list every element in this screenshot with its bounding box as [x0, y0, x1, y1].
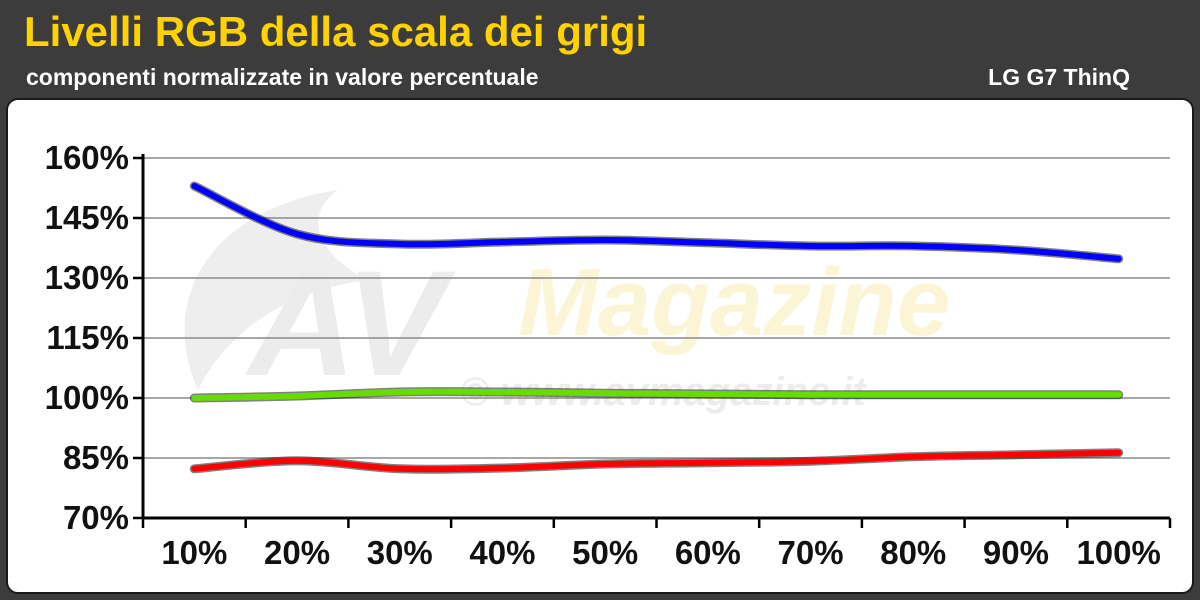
x-tick-label: 10% — [161, 534, 227, 571]
y-tick-label: 70% — [63, 499, 129, 536]
y-axis-labels: 70% 85% 100% 115% 130% 145% 160% — [45, 139, 129, 536]
y-tick-label: 115% — [46, 319, 129, 356]
chart-subtitle: componenti normalizzate in valore percen… — [26, 64, 539, 90]
x-tick-label: 80% — [880, 534, 946, 571]
x-axis-labels: 10% 20% 30% 40% 50% 60% 70% 80% 90% 100% — [161, 534, 1161, 571]
watermark: AV Magazine © www.avmagazine.it — [184, 190, 950, 414]
plot-panel: AV Magazine © www.avmagazine.it 70% 85% 10… — [6, 98, 1194, 594]
line-chart: AV Magazine © www.avmagazine.it 70% 85% 10… — [45, 139, 1172, 571]
blue-series-line — [191, 183, 1122, 262]
y-tick-label: 85% — [63, 439, 129, 476]
watermark-brand: Magazine — [518, 249, 950, 356]
x-tick-label: 60% — [675, 534, 741, 571]
axes — [133, 154, 1172, 528]
y-tick-label: 100% — [45, 379, 129, 416]
green-series-line — [191, 388, 1122, 401]
x-tick-label: 90% — [983, 534, 1049, 571]
red-series-line — [191, 449, 1122, 473]
x-tick-label: 100% — [1076, 534, 1160, 571]
chart-title: Livelli RGB della scala dei grigi — [24, 8, 648, 55]
data-series — [189, 181, 1124, 474]
x-tick-label: 50% — [572, 534, 638, 571]
y-tick-label: 160% — [45, 139, 129, 176]
x-tick-label: 40% — [469, 534, 535, 571]
watermark-initials: AV — [244, 239, 456, 407]
device-name: LG G7 ThinQ — [988, 64, 1130, 90]
y-tick-label: 130% — [45, 259, 129, 296]
x-tick-label: 70% — [778, 534, 844, 571]
x-tick-label: 20% — [264, 534, 330, 571]
x-tick-label: 30% — [367, 534, 433, 571]
y-tick-label: 145% — [45, 199, 129, 236]
